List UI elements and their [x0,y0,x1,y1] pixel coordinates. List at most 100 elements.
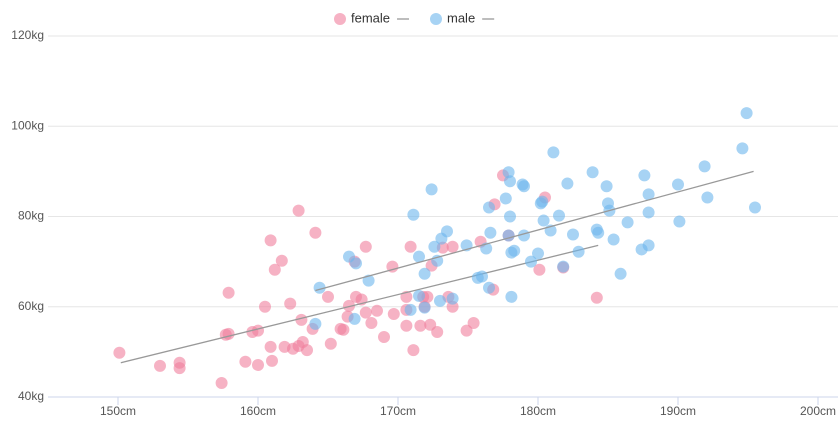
point [284,297,297,310]
point [418,267,431,280]
point [672,178,684,191]
point [467,316,480,329]
y-tick-label: 40kg [18,389,44,403]
point [371,304,383,317]
point [740,107,753,120]
point [607,233,620,246]
point [614,267,627,280]
point [533,263,546,276]
point [337,323,350,336]
point [413,289,425,302]
point [557,260,570,273]
point [428,240,441,253]
point [222,286,235,299]
point [508,244,521,257]
point [536,195,549,208]
legend: female male [334,10,495,25]
point [404,303,417,316]
point [154,359,166,372]
point [446,240,459,253]
point [378,330,390,343]
point [642,239,655,252]
y-tick-label: 60kg [18,299,44,313]
point [537,214,550,227]
point [418,301,431,314]
point [638,169,651,182]
point [425,183,438,196]
point [266,354,278,367]
x-tick-label: 170cm [380,404,416,418]
point [239,355,252,368]
point [215,377,228,390]
point [476,270,488,283]
point [362,274,375,287]
point [359,240,372,253]
point [173,362,186,375]
point [431,326,444,339]
point [642,188,655,201]
point [572,245,585,258]
point [259,300,271,313]
point [446,292,459,305]
point [590,291,603,304]
point [222,327,235,340]
point [504,210,516,223]
x-tick-label: 180cm [520,404,556,418]
point [484,226,497,239]
point [586,166,599,179]
x-tick-label: 160cm [240,404,276,418]
point [505,290,518,303]
point [275,254,288,267]
legend-label: male [447,10,475,25]
point [324,337,337,350]
point [309,317,322,330]
point [547,146,560,159]
point [322,290,334,303]
point [343,299,355,312]
point [600,180,613,193]
point [407,344,420,357]
point [698,160,711,173]
point [483,281,495,294]
point [736,142,749,155]
point [592,226,605,239]
legend-marker [430,13,442,25]
x-tick-label: 150cm [100,404,136,418]
point [301,344,313,357]
point [561,177,574,190]
point [435,232,448,245]
y-tick-label: 100kg [11,118,44,132]
point [673,215,686,228]
y-tick-label: 120kg [11,28,44,42]
point [413,250,425,263]
point [386,260,399,273]
point [348,312,361,325]
legend-marker [334,13,346,25]
point [113,346,126,359]
point [404,240,417,253]
point [621,216,634,229]
point [252,358,264,371]
point [532,247,544,260]
y-tick-label: 80kg [18,209,44,223]
point [295,313,308,326]
trend-line [120,244,599,364]
point [359,306,372,319]
point [268,263,281,276]
point [499,192,512,205]
point [749,201,761,214]
point [434,294,446,307]
point [525,255,537,268]
trend-line [315,170,754,292]
point [350,257,362,270]
point [365,316,378,329]
point [502,166,515,179]
point [414,319,427,332]
point [567,228,579,241]
point [518,180,530,193]
point [701,191,714,204]
point [483,201,495,214]
point [504,175,516,188]
x-tick-label: 190cm [660,404,696,418]
